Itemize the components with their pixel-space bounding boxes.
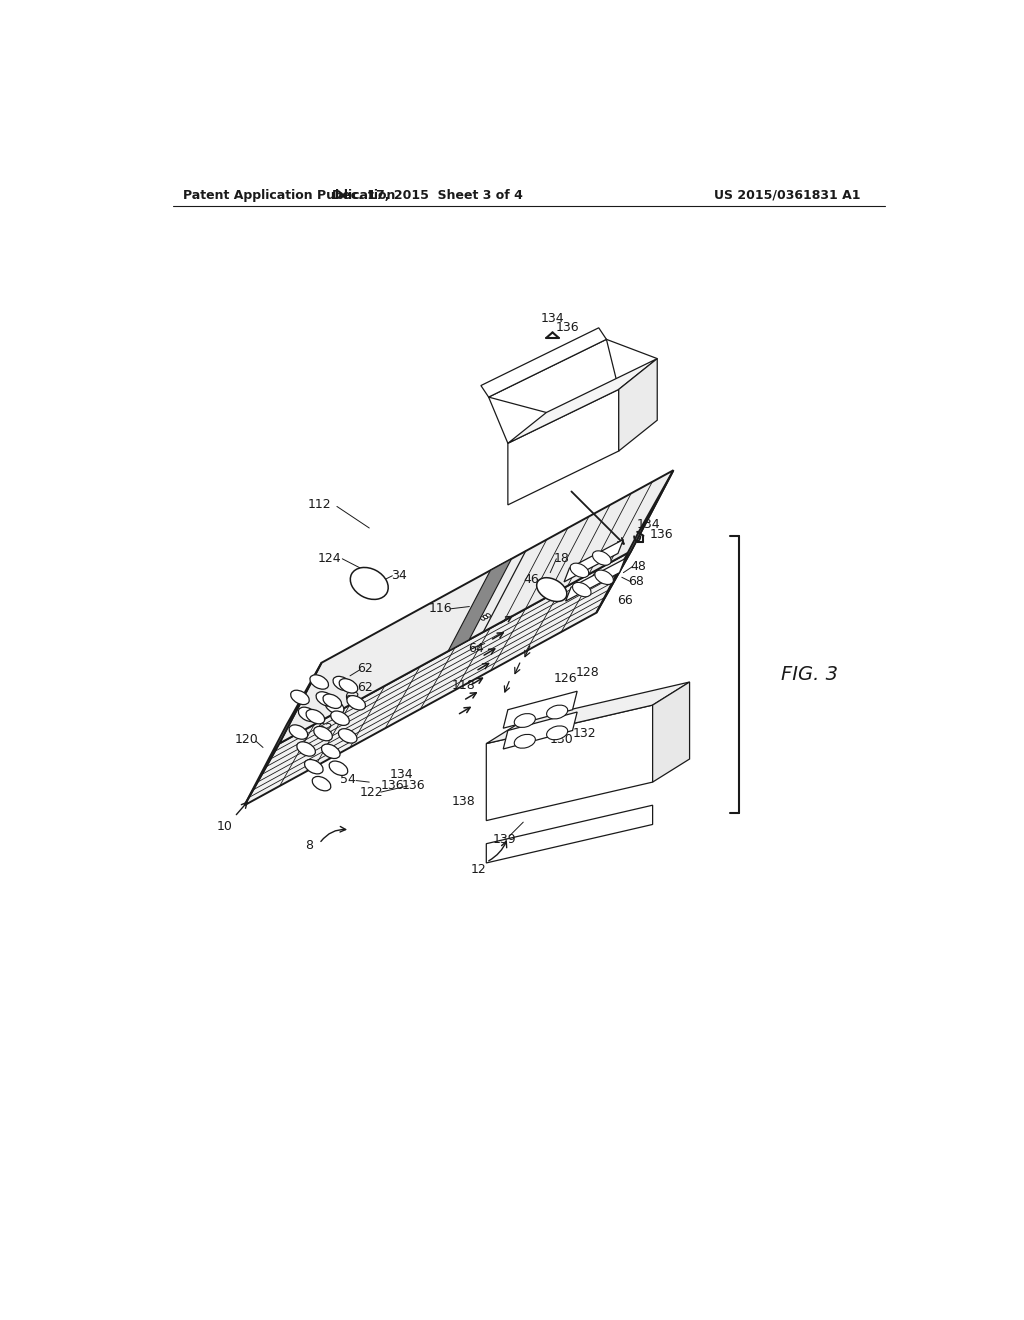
Text: FIG. 3: FIG. 3	[781, 665, 839, 684]
Ellipse shape	[483, 615, 487, 619]
Ellipse shape	[547, 726, 567, 739]
Ellipse shape	[297, 742, 315, 756]
Polygon shape	[245, 552, 631, 805]
Polygon shape	[564, 540, 624, 582]
Ellipse shape	[329, 762, 348, 775]
Ellipse shape	[291, 690, 309, 705]
Ellipse shape	[537, 578, 567, 602]
Polygon shape	[565, 558, 625, 601]
Ellipse shape	[323, 694, 342, 709]
Polygon shape	[486, 682, 689, 743]
Ellipse shape	[312, 776, 331, 791]
Text: 66: 66	[617, 594, 633, 607]
Text: 136: 136	[381, 779, 404, 792]
Text: 116: 116	[429, 602, 453, 615]
Polygon shape	[503, 692, 578, 729]
Text: US 2015/0361831 A1: US 2015/0361831 A1	[714, 189, 860, 202]
Ellipse shape	[347, 696, 366, 710]
Text: 8: 8	[305, 838, 313, 851]
Text: 126: 126	[554, 672, 578, 685]
Text: 34: 34	[390, 569, 407, 582]
Ellipse shape	[333, 676, 351, 690]
Text: 12: 12	[471, 862, 486, 875]
Polygon shape	[486, 805, 652, 863]
Text: 128: 128	[577, 667, 600, 680]
Text: 139: 139	[493, 833, 516, 846]
Polygon shape	[596, 470, 674, 612]
Ellipse shape	[480, 616, 484, 620]
Ellipse shape	[547, 705, 567, 719]
Ellipse shape	[350, 568, 388, 599]
Text: 46: 46	[524, 573, 540, 586]
Text: 68: 68	[629, 576, 644, 589]
Ellipse shape	[326, 700, 344, 714]
Text: 134: 134	[637, 517, 660, 531]
Text: 112: 112	[307, 499, 331, 511]
Ellipse shape	[313, 726, 333, 741]
Text: 134: 134	[541, 312, 564, 325]
Text: 134: 134	[390, 768, 414, 781]
Ellipse shape	[514, 714, 536, 727]
Ellipse shape	[306, 709, 325, 723]
Polygon shape	[280, 470, 674, 743]
Ellipse shape	[289, 725, 308, 739]
Polygon shape	[503, 711, 578, 748]
Text: 118: 118	[452, 678, 475, 692]
Ellipse shape	[310, 675, 329, 689]
Polygon shape	[481, 327, 606, 397]
Ellipse shape	[593, 550, 611, 565]
Ellipse shape	[338, 729, 357, 743]
Ellipse shape	[595, 570, 613, 585]
Text: 120: 120	[234, 733, 259, 746]
Text: Dec. 17, 2015  Sheet 3 of 4: Dec. 17, 2015 Sheet 3 of 4	[332, 189, 522, 202]
Text: 62: 62	[344, 690, 360, 704]
Ellipse shape	[298, 708, 317, 722]
Text: 62: 62	[357, 681, 374, 694]
Text: 18: 18	[554, 552, 569, 565]
Text: 136: 136	[402, 779, 426, 792]
Text: 10: 10	[216, 820, 232, 833]
Text: 64: 64	[468, 643, 483, 656]
Ellipse shape	[572, 582, 591, 597]
Polygon shape	[449, 558, 512, 651]
Ellipse shape	[316, 692, 335, 706]
Text: 124: 124	[317, 552, 341, 565]
Text: 62: 62	[316, 722, 333, 735]
Text: 136: 136	[650, 528, 674, 541]
Text: 62: 62	[357, 661, 374, 675]
Polygon shape	[618, 359, 657, 451]
Text: 138: 138	[452, 795, 475, 808]
Text: 122: 122	[359, 785, 383, 799]
Polygon shape	[486, 705, 652, 821]
Ellipse shape	[331, 711, 349, 726]
Ellipse shape	[339, 678, 357, 693]
Ellipse shape	[486, 614, 490, 618]
Text: Patent Application Publication: Patent Application Publication	[183, 189, 395, 202]
Polygon shape	[508, 389, 618, 506]
Polygon shape	[652, 682, 689, 781]
Ellipse shape	[514, 734, 536, 748]
Text: 136: 136	[556, 321, 580, 334]
Text: 54: 54	[340, 772, 355, 785]
Text: 114: 114	[517, 466, 542, 479]
Text: 130: 130	[550, 733, 573, 746]
Text: 62: 62	[331, 706, 346, 719]
Text: 48: 48	[631, 560, 647, 573]
Ellipse shape	[570, 564, 589, 578]
Polygon shape	[245, 663, 322, 805]
Text: 132: 132	[573, 727, 597, 741]
Ellipse shape	[322, 744, 340, 759]
Ellipse shape	[304, 759, 324, 774]
Polygon shape	[508, 359, 657, 444]
